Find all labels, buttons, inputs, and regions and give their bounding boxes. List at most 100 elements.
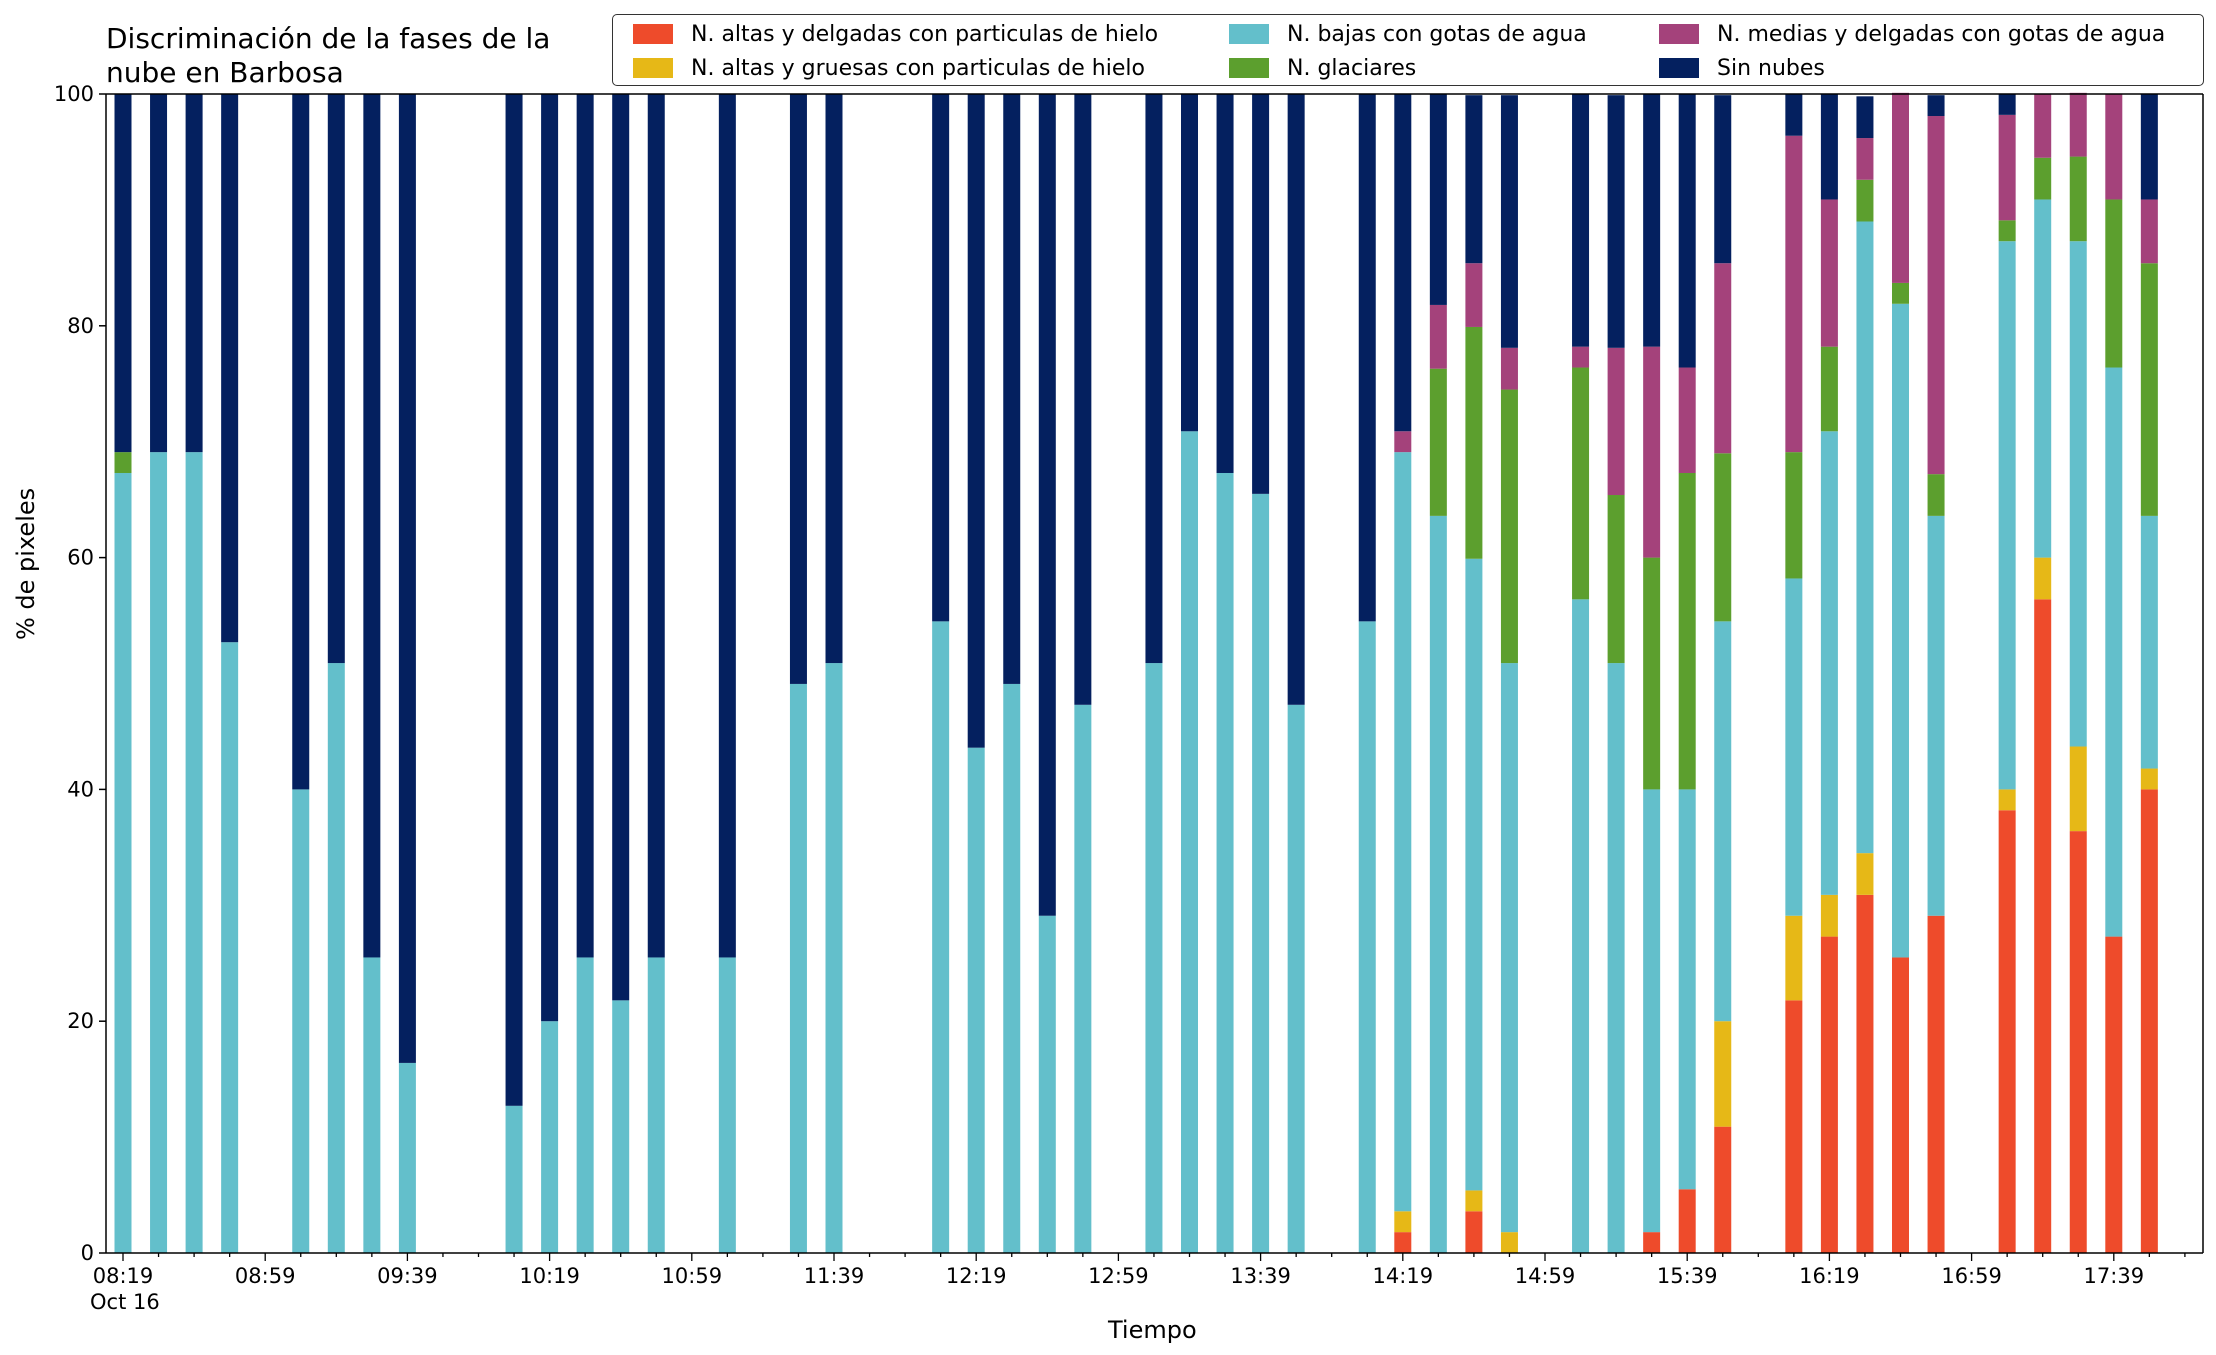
bar-segment bbox=[1003, 94, 1021, 684]
bar-segment bbox=[612, 94, 630, 1001]
bar-segment bbox=[1145, 663, 1163, 1253]
bar-segment bbox=[1394, 452, 1412, 1212]
bar-segment bbox=[1785, 452, 1803, 579]
bar-segment bbox=[1998, 94, 2016, 115]
bar-segment bbox=[292, 94, 310, 790]
bar-segment bbox=[1500, 389, 1518, 664]
bar-segment bbox=[1074, 704, 1092, 1253]
bar-segment bbox=[505, 1105, 523, 1253]
bar-segment bbox=[541, 94, 559, 1022]
bar-segment bbox=[1287, 704, 1305, 1253]
bar-segment bbox=[1607, 347, 1625, 496]
bar-segment bbox=[363, 957, 381, 1253]
bar-segment bbox=[967, 747, 985, 1253]
bar-segment bbox=[1998, 114, 2016, 221]
bar-segment bbox=[1714, 621, 1732, 1022]
bar-segment bbox=[932, 621, 950, 1253]
legend-item: N. bajas con gotas de agua bbox=[1229, 19, 1587, 49]
bar-segment bbox=[2140, 789, 2158, 1253]
bar-segment bbox=[114, 472, 132, 1253]
bar-segment bbox=[327, 94, 345, 664]
bar-segment bbox=[1856, 96, 1874, 139]
bar-segment bbox=[1429, 304, 1447, 369]
bar-segment bbox=[2105, 936, 2123, 1253]
bar-segment bbox=[2069, 156, 2087, 242]
bar-segment bbox=[647, 957, 665, 1253]
bar-segment bbox=[1500, 95, 1518, 348]
bar-segment bbox=[1998, 220, 2016, 242]
y-tick-label: 20 bbox=[67, 1009, 94, 1033]
y-tick-label: 0 bbox=[81, 1241, 94, 1265]
bar-segment bbox=[1607, 495, 1625, 664]
x-tick-label: 12:59 bbox=[1088, 1264, 1149, 1288]
bar-segment bbox=[1643, 789, 1661, 1233]
bar-segment bbox=[1572, 94, 1590, 347]
x-tick-label: 11:39 bbox=[804, 1264, 865, 1288]
bar-segment bbox=[398, 1062, 416, 1253]
bar-segment bbox=[825, 94, 843, 664]
bar-segment bbox=[2140, 768, 2158, 790]
bar-segment bbox=[1643, 94, 1661, 347]
bar-segment bbox=[1465, 95, 1483, 264]
legend-label: N. altas y gruesas con particulas de hie… bbox=[691, 55, 1145, 81]
bar-segment bbox=[1394, 1211, 1412, 1233]
bar-segment bbox=[1216, 472, 1234, 1253]
bar-segment bbox=[1678, 789, 1696, 1190]
bar-segment bbox=[1856, 853, 1874, 895]
x-tick-label: 16:59 bbox=[1941, 1264, 2002, 1288]
bar-segment bbox=[1465, 558, 1483, 1191]
bar-segment bbox=[1465, 1190, 1483, 1212]
x-tick-label: 17:39 bbox=[2084, 1264, 2145, 1288]
bar-segment bbox=[1714, 95, 1732, 264]
x-tick-label: 10:19 bbox=[519, 1264, 580, 1288]
bar-segment bbox=[1678, 472, 1696, 790]
y-tick-label: 100 bbox=[54, 82, 94, 106]
bar-segment bbox=[825, 663, 843, 1253]
bar-segment bbox=[1429, 94, 1447, 305]
bar-segment bbox=[2034, 199, 2052, 558]
bar-segment bbox=[2105, 367, 2123, 937]
bar-segment bbox=[1927, 116, 1945, 475]
legend-item: Sin nubes bbox=[1659, 53, 1825, 83]
bar-segment bbox=[1820, 346, 1838, 432]
bar-segment bbox=[1287, 94, 1305, 705]
bar-segment bbox=[1856, 894, 1874, 1253]
bar-segment bbox=[1785, 135, 1803, 453]
bar-segment bbox=[2069, 92, 2087, 157]
bar-segment bbox=[1785, 915, 1803, 1001]
legend-swatch bbox=[1229, 24, 1269, 44]
bar-segment bbox=[1394, 1232, 1412, 1253]
bar-segment bbox=[505, 94, 523, 1106]
bar-segment bbox=[1429, 368, 1447, 516]
bar-segment bbox=[1394, 431, 1412, 453]
bar-segment bbox=[1358, 621, 1376, 1253]
bar-segment bbox=[1465, 263, 1483, 327]
x-tick-label: 09:39 bbox=[377, 1264, 438, 1288]
bar-segment bbox=[150, 452, 168, 1254]
bar-segment bbox=[718, 957, 736, 1253]
bar-segment bbox=[1785, 578, 1803, 916]
x-tick-label: 15:39 bbox=[1657, 1264, 1718, 1288]
bar-segment bbox=[1465, 1211, 1483, 1253]
bar-segment bbox=[327, 663, 345, 1253]
bar-segment bbox=[1607, 95, 1625, 348]
legend-swatch bbox=[1229, 58, 1269, 78]
bar-segment bbox=[221, 94, 239, 643]
bar-segment bbox=[1394, 94, 1412, 432]
x-tick-label: 14:59 bbox=[1515, 1264, 1576, 1288]
bar-segment bbox=[1714, 263, 1732, 454]
bar-segment bbox=[1856, 179, 1874, 222]
bar-segment bbox=[789, 683, 807, 1253]
bar-segment bbox=[1892, 303, 1909, 958]
bar-segment bbox=[1607, 663, 1625, 1253]
bar-segment bbox=[2140, 94, 2158, 200]
bar-segment bbox=[789, 94, 807, 684]
bar-segment bbox=[1820, 199, 1838, 347]
x-tick-label: 16:19 bbox=[1799, 1264, 1860, 1288]
bar-segment bbox=[1572, 346, 1590, 368]
bar-segment bbox=[1998, 789, 2016, 811]
bar-segment bbox=[1856, 221, 1874, 854]
x-tick-label: 13:39 bbox=[1230, 1264, 1291, 1288]
x-tick-label: 08:59 bbox=[235, 1264, 296, 1288]
